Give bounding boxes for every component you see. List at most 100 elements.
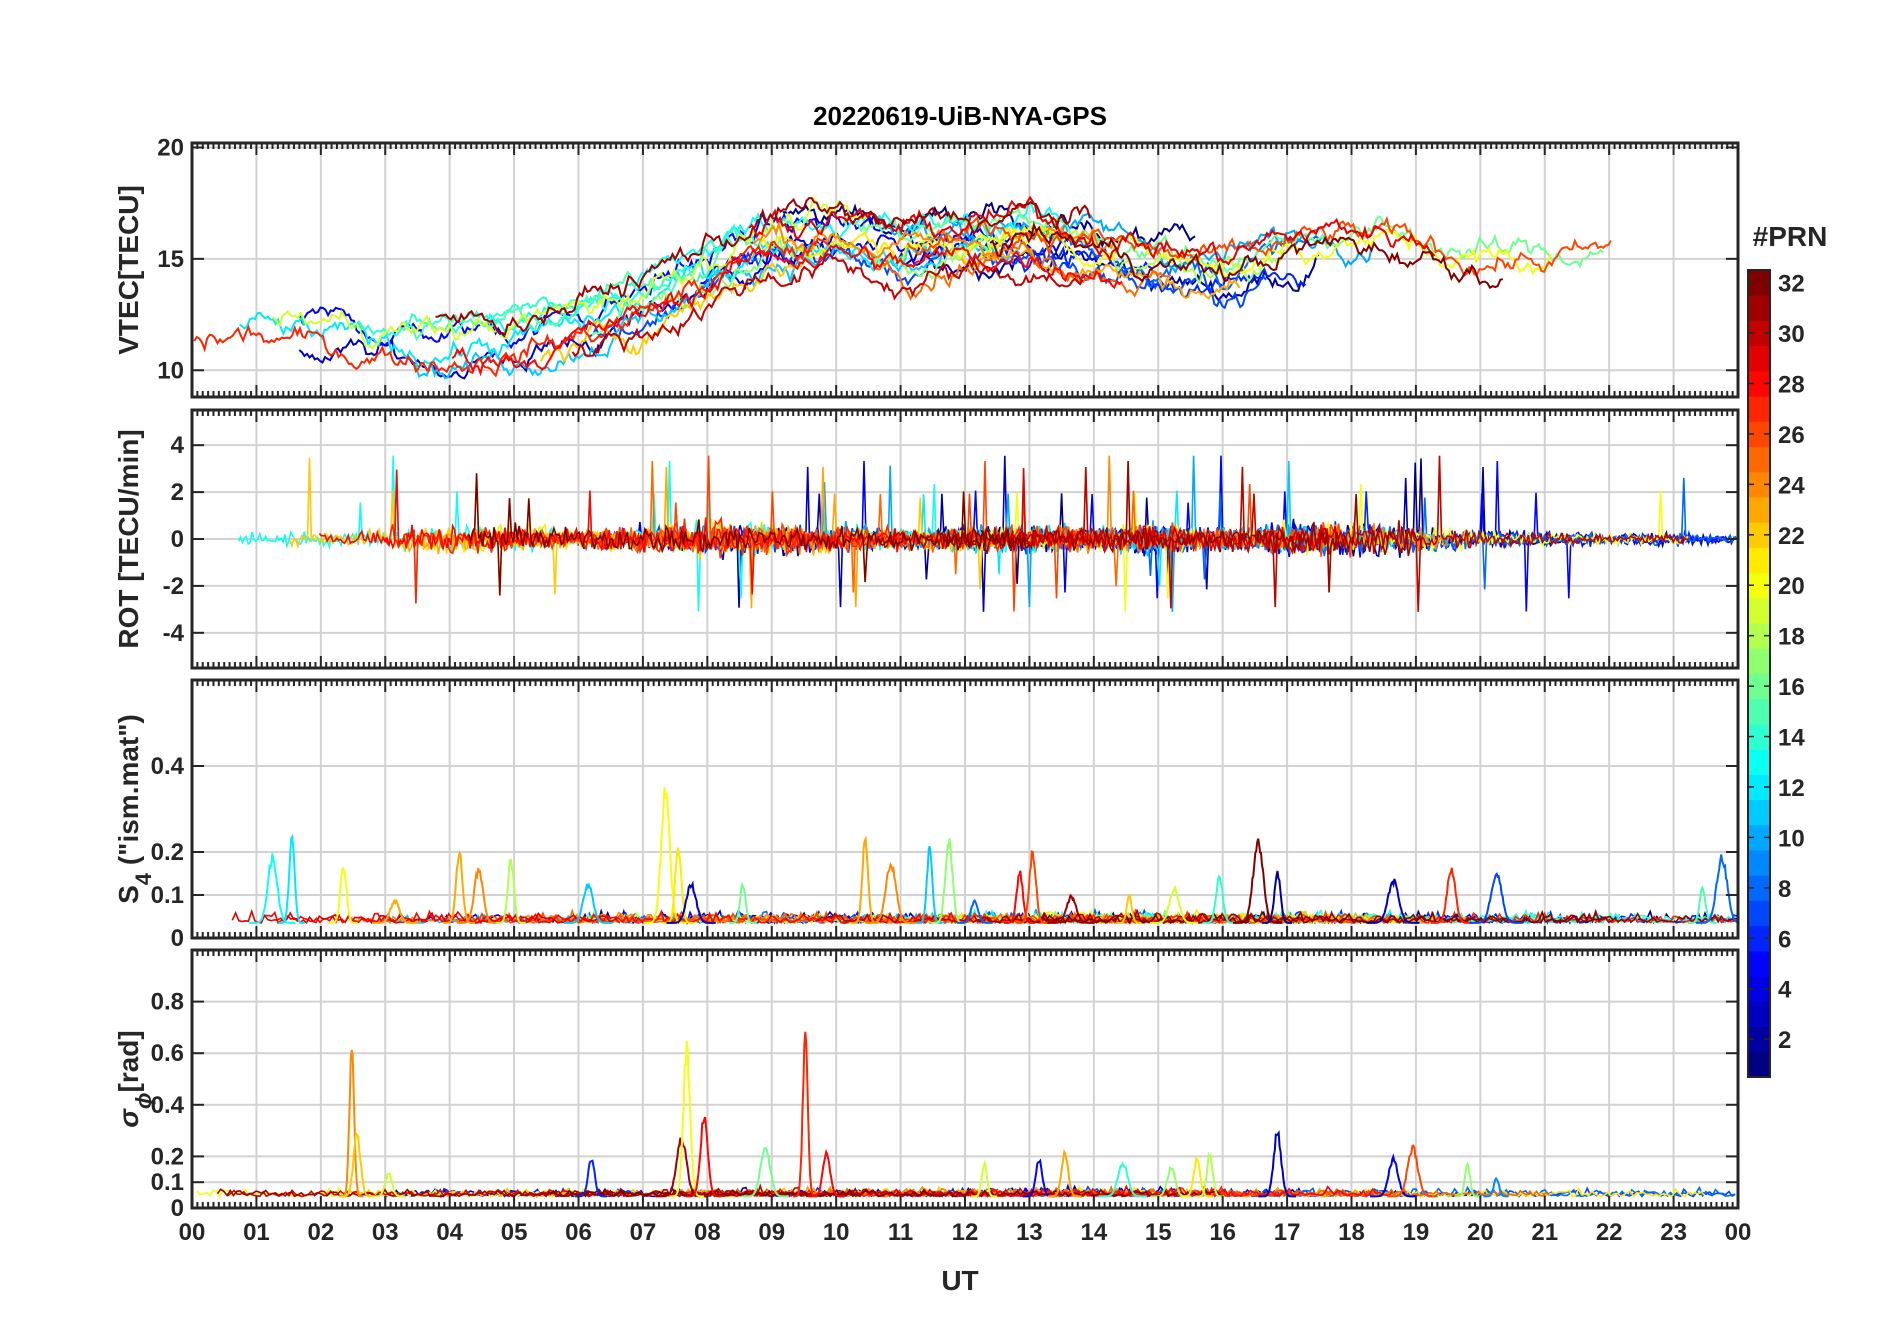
peak-prn-2 xyxy=(1262,870,1292,924)
peak-prn-3 xyxy=(666,880,716,924)
colorbar-cell xyxy=(1748,925,1770,952)
peak-prn-27 xyxy=(792,1031,817,1198)
y-axis-title-suffix: [rad] xyxy=(113,1030,144,1092)
series-line-prn-30 xyxy=(571,253,1084,358)
peak-prn-24 xyxy=(456,867,501,924)
series-line-prn-31 xyxy=(435,197,1091,336)
peak-prn-26 xyxy=(1387,1144,1438,1198)
series-line-prn-31 xyxy=(945,460,1423,593)
colorbar-cell xyxy=(1748,1026,1770,1053)
y-tick-label: 4 xyxy=(171,432,185,459)
peak-prn-22 xyxy=(1116,894,1142,924)
colorbar-cell xyxy=(1748,572,1770,599)
axes-frame-rot: -4 -2 0 2 4 xyxy=(163,408,1740,670)
y-axis-title-sub: 4 xyxy=(131,872,156,885)
peak-prn-28 xyxy=(1004,870,1035,924)
series-line-prn-32 xyxy=(468,473,1030,596)
colorbar-tick-label: 2 xyxy=(1778,1027,1791,1054)
peak-prn-11 xyxy=(563,882,613,924)
series-line-prn-30 xyxy=(878,455,1690,612)
peak-prn-7 xyxy=(1469,871,1523,924)
colorbar-cell xyxy=(1748,421,1770,448)
colorbar-cell xyxy=(1748,270,1770,296)
chart-title: 20220619-UiB-NYA-GPS xyxy=(813,101,1107,131)
colorbar-label: #PRN xyxy=(1753,221,1828,252)
colorbar-cell xyxy=(1748,824,1770,851)
x-tick-label: 01 xyxy=(243,1219,270,1246)
y-axis-title-rot: ROT [TECU/min] xyxy=(113,429,144,648)
y-axis-title-main: σ xyxy=(113,1108,144,1128)
x-tick-labels: 00 01 02 03 04 05 06 07 08 09 10 11 12 13 14 15 16 17 18 19… xyxy=(179,1219,1752,1246)
colorbar-tick-label: 22 xyxy=(1778,523,1805,550)
x-tick-label: 19 xyxy=(1403,1219,1430,1246)
series-line-prn-28 xyxy=(265,909,972,925)
x-tick-label: 07 xyxy=(630,1219,657,1246)
peak-prn-32 xyxy=(1233,838,1283,924)
series-line-prn-17 xyxy=(591,233,1000,336)
colorbar-tick-label: 4 xyxy=(1778,977,1792,1004)
y-axis-title-sigma_phi: σϕ[rad] xyxy=(113,1030,156,1128)
series-line-prn-29 xyxy=(748,195,1436,266)
x-tick-label: 17 xyxy=(1274,1219,1301,1246)
series-line-prn-26 xyxy=(497,455,1361,612)
x-tick-label: 23 xyxy=(1660,1219,1687,1246)
colorbar-cell xyxy=(1748,976,1770,1002)
peak-prn-24 xyxy=(865,861,916,924)
peak-prn-12 xyxy=(278,833,305,924)
colorbar-tick-label: 18 xyxy=(1778,624,1805,651)
peak-prn-3 xyxy=(1366,878,1420,924)
colorbar-cell xyxy=(1748,496,1770,523)
peak-prn-20 xyxy=(644,787,687,924)
colorbar-cell xyxy=(1748,1051,1770,1078)
x-tick-label: 10 xyxy=(823,1219,850,1246)
peak-prn-23 xyxy=(443,850,476,924)
colorbar-cell xyxy=(1748,723,1770,750)
peak-prn-8 xyxy=(1696,854,1738,924)
series-vtec xyxy=(193,195,1612,380)
y-tick-label: 20 xyxy=(157,134,184,161)
y-tick-label: 0.6 xyxy=(151,1040,184,1067)
colorbar-cell xyxy=(1748,900,1770,927)
peak-prn-19 xyxy=(1149,884,1199,924)
x-tick-label: 00 xyxy=(179,1219,206,1246)
peak-prn-17 xyxy=(1454,1161,1480,1198)
panel-sigma_phi: 00.10.2 0.4 0.6 0.8 σϕ[rad] xyxy=(113,948,1740,1222)
colorbar-tick-label: 6 xyxy=(1778,926,1791,953)
x-tick-label: 16 xyxy=(1209,1219,1236,1246)
axes-frame-s4: 0 0.1 0.2 0.4 xyxy=(151,678,1740,952)
peak-prn-20 xyxy=(669,1040,705,1198)
colorbar-cell xyxy=(1748,698,1770,725)
peak-prn-21 xyxy=(1180,1156,1213,1198)
y-tick-label: 0.2 xyxy=(151,1143,184,1170)
series-line-prn-32 xyxy=(989,221,1504,290)
colorbar-tick-label: 8 xyxy=(1778,876,1791,903)
colorbar-cell xyxy=(1748,396,1770,422)
colorbar-cell xyxy=(1748,623,1770,649)
panel-vtec: 10 15 20 VTEC[TECU] xyxy=(113,134,1740,399)
x-tick-label: 21 xyxy=(1531,1219,1558,1246)
series-line-prn-20 xyxy=(903,227,1552,278)
colorbar-cell xyxy=(1748,446,1770,473)
x-tick-label: 06 xyxy=(565,1219,592,1246)
x-tick-label: 02 xyxy=(307,1219,334,1246)
x-axis-title: UT xyxy=(941,1265,978,1296)
y-tick-label: 15 xyxy=(157,246,184,273)
peak-prn-22 xyxy=(339,1132,374,1198)
colorbar-tick-label: 32 xyxy=(1778,271,1805,298)
x-tick-label: 22 xyxy=(1596,1219,1623,1246)
colorbar-cell xyxy=(1748,673,1770,700)
peak-prn-14 xyxy=(1098,1160,1147,1198)
x-tick-label: 11 xyxy=(888,1219,913,1246)
y-tick-label: 0.1 xyxy=(151,882,184,909)
peak-prn-26 xyxy=(1016,850,1049,924)
x-tick-label: 18 xyxy=(1338,1219,1365,1246)
colorbar-frame xyxy=(1747,269,1771,1078)
peak-prn-28 xyxy=(685,1116,722,1198)
peak-prn-14 xyxy=(1202,874,1237,924)
y-axis-title-main: S xyxy=(113,885,144,904)
y-tick-label: 0.2 xyxy=(151,839,184,866)
axes-frame-sigma_phi: 00.10.2 0.4 0.6 0.8 xyxy=(151,948,1740,1222)
peak-prn-3 xyxy=(1258,1130,1296,1198)
